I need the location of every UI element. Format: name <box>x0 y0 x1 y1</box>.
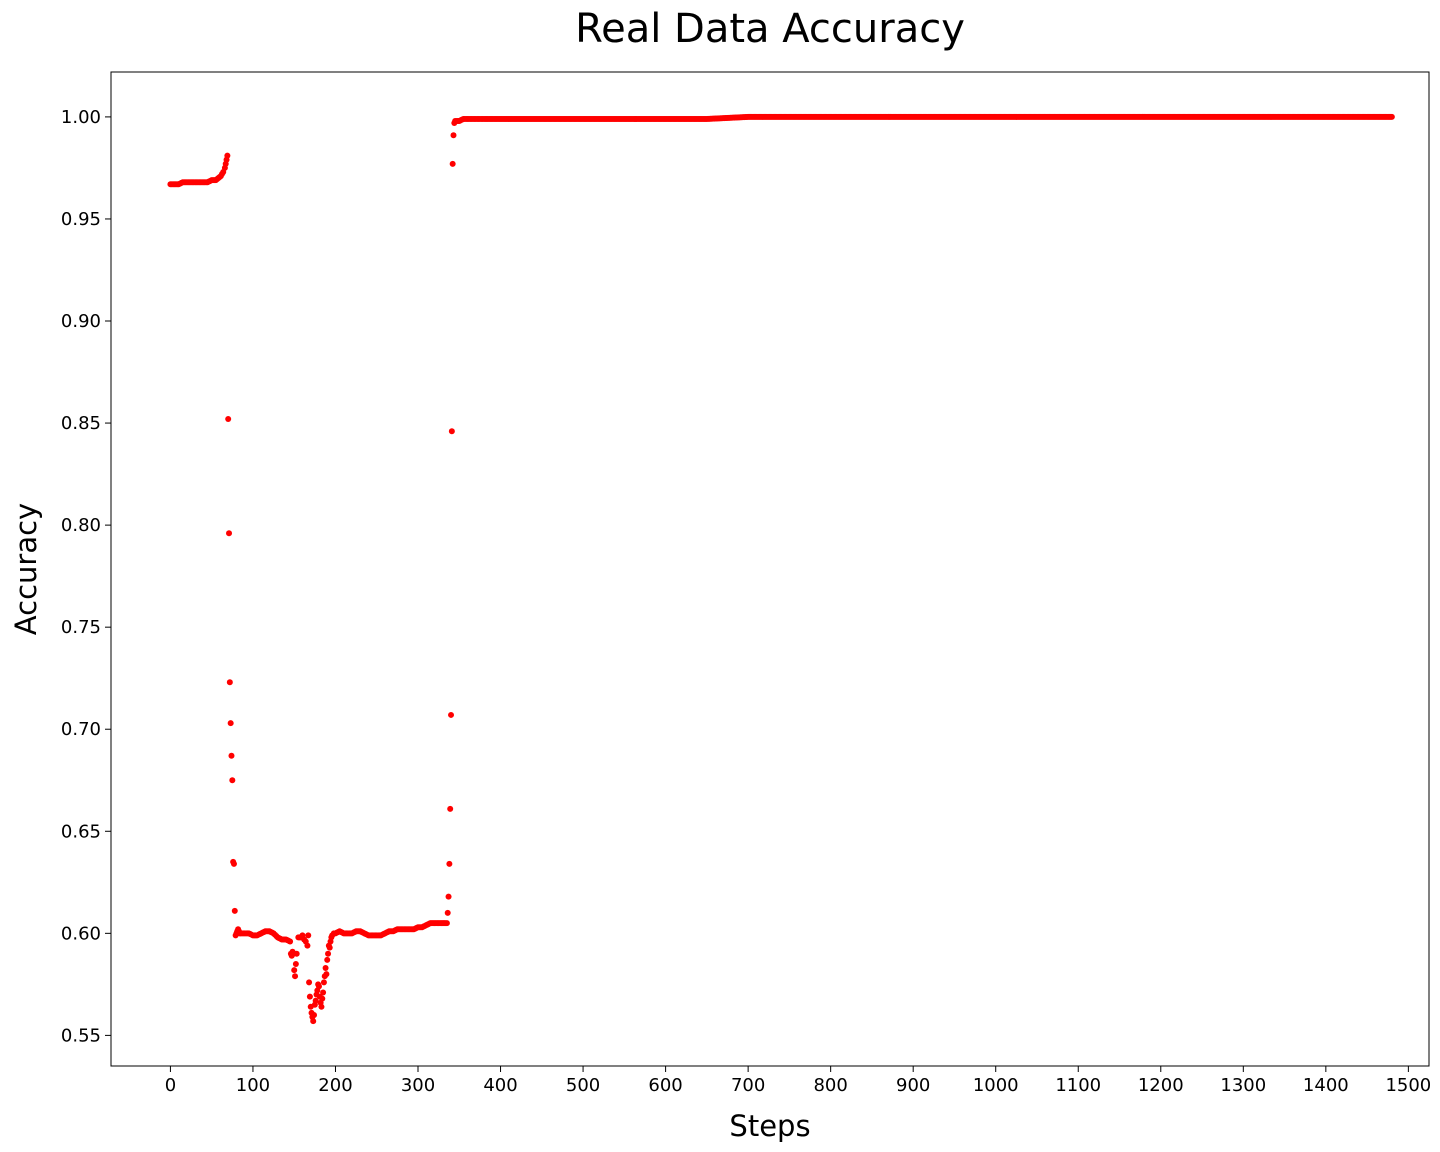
data-point <box>306 979 313 986</box>
y-tick-label: 0.55 <box>61 1025 101 1046</box>
data-point <box>305 932 312 939</box>
data-point <box>227 720 234 727</box>
data-point <box>326 944 333 951</box>
data-point <box>320 989 327 996</box>
data-point <box>450 132 457 139</box>
data-point <box>230 860 237 867</box>
y-tick-label: 0.85 <box>61 413 101 434</box>
plot-frame <box>110 71 1430 1067</box>
data-point <box>443 920 450 927</box>
y-tick-label: 0.90 <box>61 311 101 332</box>
x-tick-label: 200 <box>318 1075 352 1096</box>
data-point <box>319 995 326 1002</box>
y-tick-label: 0.70 <box>61 719 101 740</box>
data-point <box>231 907 238 914</box>
data-point <box>324 956 331 963</box>
data-point <box>448 428 455 435</box>
data-point <box>292 973 299 980</box>
data-point <box>304 942 311 949</box>
data-point <box>226 679 233 686</box>
x-tick-label: 700 <box>731 1075 765 1096</box>
x-tick-label: 800 <box>813 1075 847 1096</box>
data-point <box>224 152 231 159</box>
data-point <box>225 415 232 422</box>
y-tick-label: 0.65 <box>61 821 101 842</box>
data-point <box>311 1011 318 1018</box>
x-tick-label: 1500 <box>1385 1075 1431 1096</box>
y-tick-label: 1.00 <box>61 107 101 128</box>
data-point <box>445 893 452 900</box>
data-points <box>167 113 1395 1025</box>
x-tick-label: 500 <box>566 1075 600 1096</box>
x-tick-label: 1400 <box>1303 1075 1349 1096</box>
data-point <box>312 997 319 1004</box>
y-axis-label: Accuracy <box>9 503 43 635</box>
data-point <box>323 971 330 978</box>
data-point <box>448 711 455 718</box>
data-point <box>444 909 451 916</box>
x-tick-label: 1200 <box>1138 1075 1184 1096</box>
data-point <box>325 950 332 957</box>
x-tick-label: 100 <box>236 1075 270 1096</box>
x-tick-label: 1100 <box>1055 1075 1101 1096</box>
data-point <box>447 805 454 812</box>
y-tick-label: 0.75 <box>61 617 101 638</box>
data-point <box>318 1003 325 1010</box>
x-axis-ticks: 0 100 200 300 400 500 600 700 800 900 1000 1100 1200… <box>165 1066 1431 1096</box>
data-point <box>1388 113 1395 120</box>
chart-title: Real Data Accuracy <box>575 6 965 52</box>
x-axis-label: Steps <box>729 1109 810 1143</box>
y-tick-label: 0.80 <box>61 515 101 536</box>
data-point <box>449 160 456 167</box>
x-tick-label: 1300 <box>1220 1075 1266 1096</box>
data-point <box>322 965 329 972</box>
data-point <box>310 1018 317 1025</box>
data-point <box>306 993 313 1000</box>
data-point <box>293 950 300 957</box>
x-tick-label: 0 <box>165 1075 176 1096</box>
data-point <box>292 960 299 967</box>
y-tick-label: 0.95 <box>61 209 101 230</box>
data-point <box>287 938 294 945</box>
data-point <box>229 777 236 784</box>
y-axis-ticks: 0.55 0.60 0.65 0.70 0.75 0.80 0.85 0.90 0.95 1.00 <box>61 107 111 1046</box>
x-tick-label: 300 <box>401 1075 435 1096</box>
data-point <box>446 860 453 867</box>
data-point <box>315 983 322 990</box>
data-point <box>291 967 298 974</box>
data-point <box>320 979 327 986</box>
data-point <box>226 530 233 537</box>
x-tick-label: 600 <box>648 1075 682 1096</box>
y-tick-label: 0.60 <box>61 923 101 944</box>
x-tick-label: 400 <box>483 1075 517 1096</box>
x-tick-label: 1000 <box>973 1075 1019 1096</box>
data-point <box>228 752 235 759</box>
x-tick-label: 900 <box>896 1075 930 1096</box>
